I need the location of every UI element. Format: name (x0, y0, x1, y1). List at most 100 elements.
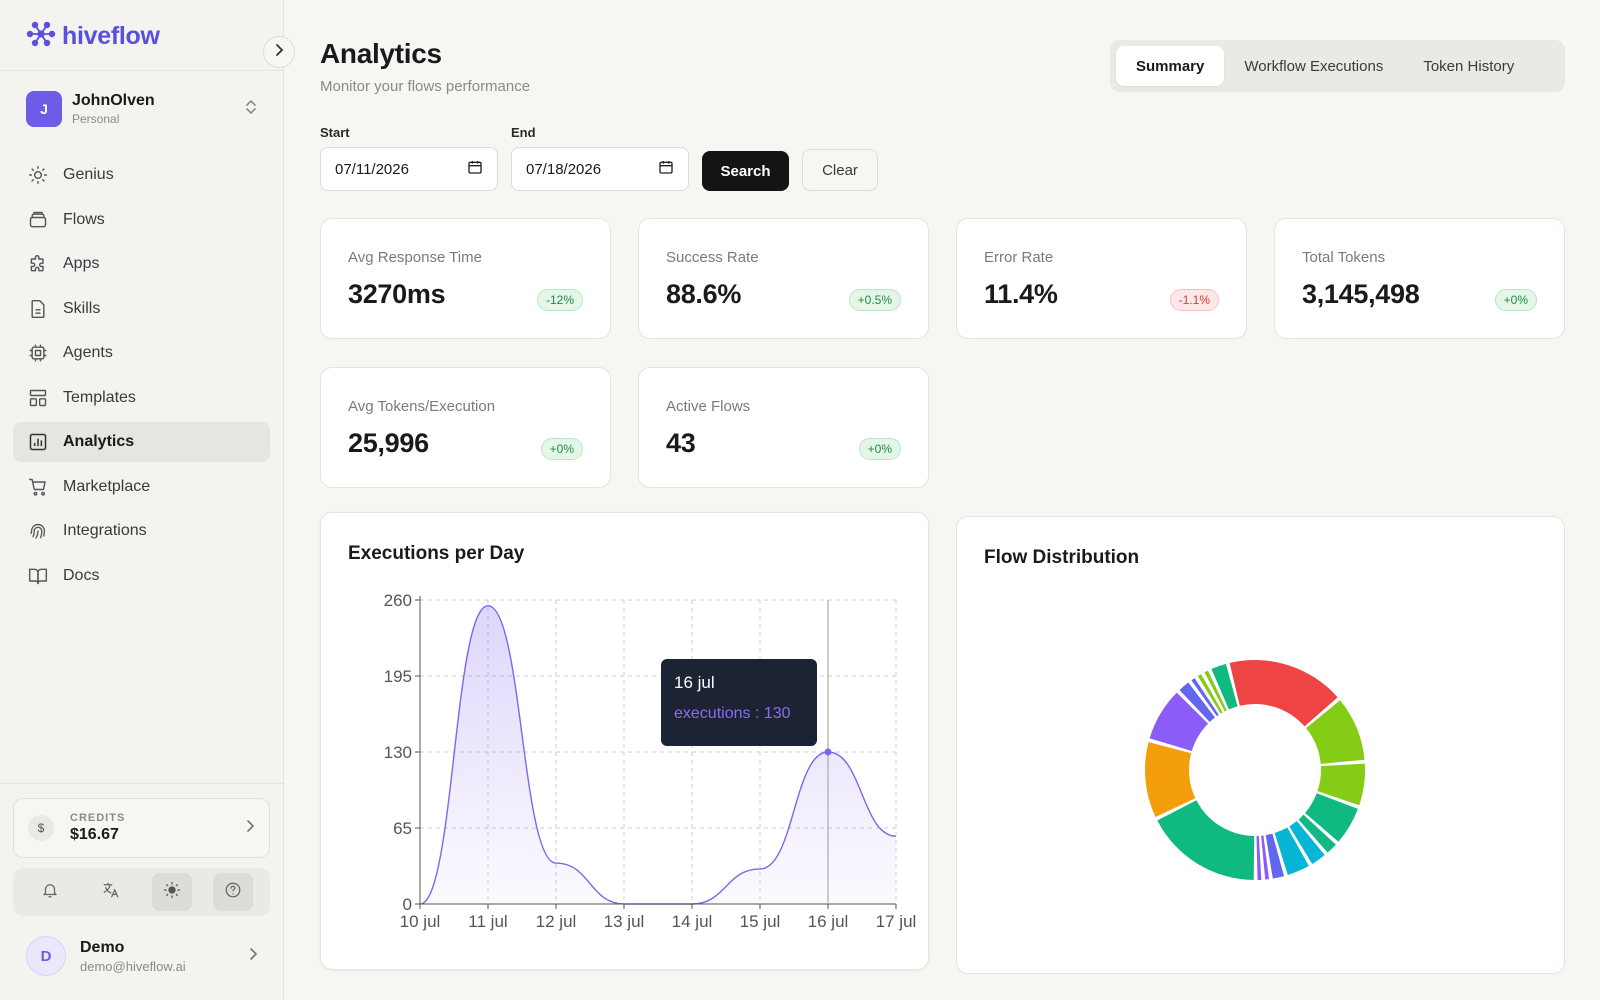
sidebar-item-templates[interactable]: Templates (13, 378, 270, 418)
help-circle-icon (224, 881, 242, 904)
donut-slice (1211, 663, 1238, 710)
sidebar-item-analytics[interactable]: Analytics (13, 422, 270, 462)
lightbulb-icon (27, 164, 49, 186)
donut-slice (1256, 835, 1262, 880)
donut-slice (1229, 660, 1338, 727)
credits-label: CREDITS (70, 812, 126, 824)
sidebar-item-label: Integrations (63, 522, 147, 539)
sidebar-item-flows[interactable]: Flows (13, 200, 270, 240)
account-switcher[interactable]: J JohnOlven Personal (26, 90, 258, 128)
donut-slice (1149, 692, 1209, 752)
donut-slice (1204, 670, 1227, 712)
sidebar-item-label: Analytics (63, 433, 135, 450)
logo[interactable]: hiveflow (26, 20, 160, 53)
end-date-input[interactable]: 07/18/2026 (511, 147, 689, 191)
fingerprint-icon (27, 520, 49, 542)
donut-slice (1157, 800, 1255, 880)
notifications-button[interactable] (30, 873, 70, 911)
donut-slice (1317, 763, 1365, 806)
donut-slice (1179, 682, 1215, 722)
sidebar-item-integrations[interactable]: Integrations (13, 511, 270, 551)
account-name: JohnOlven (72, 92, 155, 109)
sidebar-nav: Genius Flows Apps Skills Agents Template… (13, 155, 270, 600)
hive-logo-icon (26, 20, 56, 53)
calendar-icon[interactable] (467, 159, 483, 179)
chevron-right-icon (245, 819, 255, 838)
avatar: D (26, 936, 66, 976)
tab-token-history[interactable]: Token History (1423, 57, 1515, 75)
donut-slice (1261, 835, 1270, 880)
donut-slice (1265, 833, 1285, 879)
donut-slice (1197, 674, 1223, 714)
sidebar-divider (0, 70, 284, 71)
clear-button[interactable]: Clear (802, 149, 878, 191)
layers-icon (27, 209, 49, 231)
tab-summary[interactable]: Summary (1116, 46, 1225, 86)
page-subtitle: Monitor your flows performance (320, 78, 531, 95)
account-avatar: J (26, 91, 62, 127)
flow-distribution-chart[interactable] (1125, 640, 1385, 900)
user-name: Demo (80, 938, 125, 956)
sidebar-toolbar (13, 868, 270, 916)
search-button[interactable]: Search (702, 151, 789, 191)
bell-icon (41, 881, 59, 904)
theme-toggle-button[interactable] (152, 873, 193, 911)
chart-title: Flow Distribution (984, 547, 1140, 568)
help-button[interactable] (213, 873, 254, 911)
metric-label: Success Rate (666, 249, 759, 266)
flow-distribution-card: Flow Distribution (956, 516, 1565, 974)
metric-label: Avg Tokens/Execution (348, 398, 496, 415)
metric-value: 11.4% (984, 279, 1058, 309)
sidebar-item-label: Genius (63, 166, 114, 183)
sidebar-item-label: Docs (63, 566, 100, 584)
bar-chart-icon (27, 431, 49, 453)
metric-value: 88.6% (666, 279, 742, 309)
start-date-value: 07/11/2026 (335, 160, 409, 178)
collapse-sidebar-button[interactable] (263, 36, 295, 68)
sidebar-item-skills[interactable]: Skills (13, 289, 270, 329)
view-tabs: Summary Workflow Executions Token Histor… (1110, 40, 1565, 92)
chart-title: Executions per Day (348, 543, 525, 564)
metric-change-badge: +0% (540, 438, 583, 460)
language-button[interactable] (91, 873, 131, 911)
metric-label: Active Flows (666, 398, 751, 415)
start-date-input[interactable]: 07/11/2026 (320, 147, 498, 191)
user-menu[interactable]: D Demo demo@hiveflow.ai (26, 936, 258, 976)
tooltip-value: executions : 130 (674, 705, 791, 722)
sidebar-item-marketplace[interactable]: Marketplace (13, 467, 270, 507)
chart-tooltip: 16 jul executions : 130 (661, 659, 817, 746)
sidebar-item-apps[interactable]: Apps (13, 244, 270, 284)
metric-value: 25,996 (348, 428, 429, 458)
sidebar-item-agents[interactable]: Agents (13, 333, 270, 373)
cpu-icon (27, 342, 49, 364)
donut-slice (1145, 742, 1196, 818)
credits-value: $16.67 (70, 826, 119, 843)
sidebar-item-label: Apps (63, 255, 100, 272)
tab-workflow-executions[interactable]: Workflow Executions (1244, 57, 1384, 75)
credits-card[interactable]: $ CREDITS $16.67 (13, 798, 270, 858)
sidebar-item-docs[interactable]: Docs (13, 556, 270, 596)
chevron-right-icon (274, 43, 284, 62)
sidebar-item-label: Skills (63, 299, 101, 317)
donut-slice (1274, 827, 1309, 876)
sidebar-item-label: Flows (63, 210, 105, 228)
metric-card-error-rate: Error Rate 11.4% -1.1% (956, 218, 1247, 339)
metric-value: 3,145,498 (1302, 279, 1420, 309)
calendar-icon[interactable] (658, 159, 674, 179)
sidebar-item-label: Marketplace (63, 477, 151, 495)
donut-slice (1289, 821, 1325, 864)
dollar-icon: $ (28, 815, 54, 841)
metric-change-badge: +0.5% (848, 289, 901, 311)
sun-icon (163, 881, 181, 904)
metric-change-badge: -12% (536, 289, 583, 311)
book-icon (27, 565, 49, 587)
donut-slice (1298, 814, 1336, 853)
sidebar: hiveflow J JohnOlven Personal Genius Flo… (0, 0, 284, 1000)
puzzle-icon (27, 253, 49, 275)
donut-slice (1191, 678, 1219, 717)
translate-icon (102, 881, 120, 904)
sidebar-item-genius[interactable]: Genius (13, 155, 270, 195)
page-title: Analytics (320, 38, 442, 69)
metric-label: Total Tokens (1302, 249, 1386, 266)
donut-slice (1306, 700, 1365, 764)
